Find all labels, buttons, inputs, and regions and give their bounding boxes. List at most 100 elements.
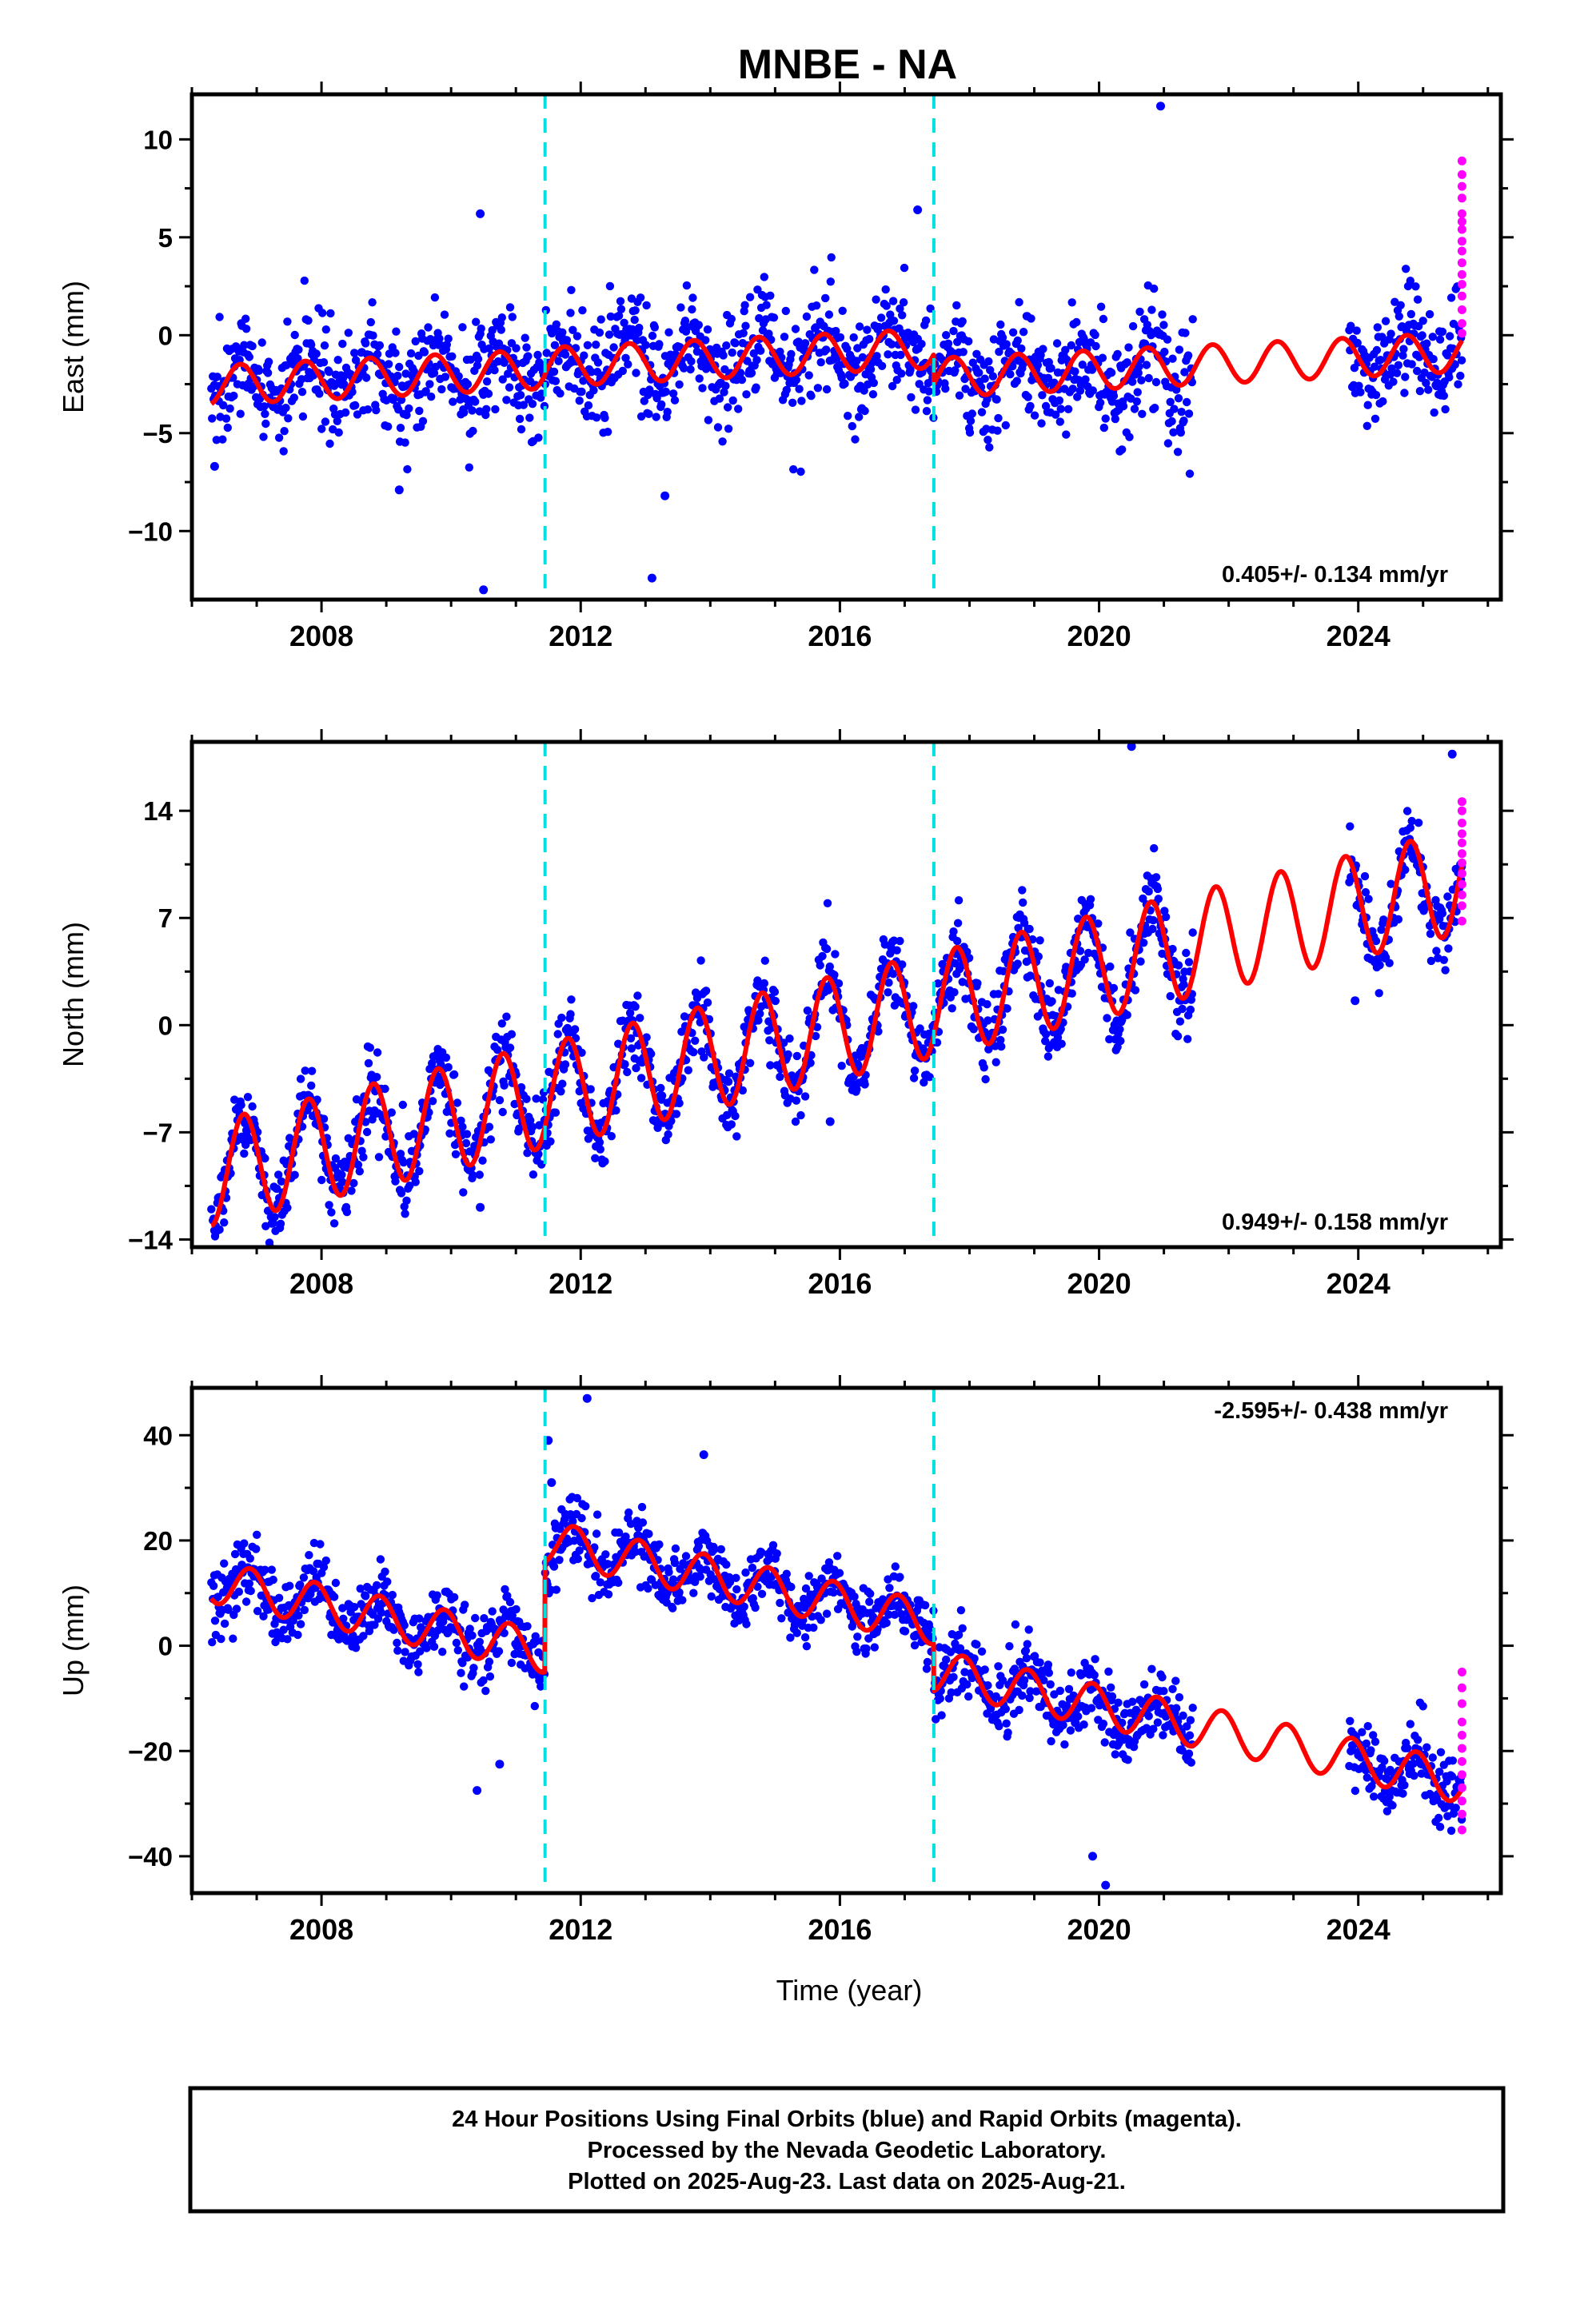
- footer-box: 24 Hour Positions Using Final Orbits (bl…: [188, 2086, 1506, 2214]
- final-orbit-point: [920, 1078, 928, 1087]
- final-orbit-point: [1091, 1655, 1099, 1664]
- final-orbit-point: [389, 1625, 398, 1634]
- final-orbit-point: [425, 380, 434, 389]
- final-orbit-point: [942, 331, 951, 340]
- final-orbit-point: [840, 379, 849, 389]
- final-orbit-point: [301, 1066, 309, 1075]
- final-orbit-point: [351, 1644, 361, 1652]
- rapid-orbit-point: [1457, 246, 1466, 256]
- final-orbit-point: [703, 325, 712, 334]
- final-orbit-point: [1109, 392, 1119, 401]
- final-orbit-point: [473, 354, 483, 364]
- final-orbit-point: [331, 1578, 341, 1588]
- final-orbit-point: [359, 1153, 368, 1162]
- final-orbit-point: [596, 1578, 604, 1587]
- final-orbit-point: [413, 1660, 422, 1668]
- final-orbit-point: [269, 1575, 277, 1585]
- final-orbit-point: [561, 1060, 570, 1069]
- final-orbit-point: [844, 412, 852, 421]
- final-orbit-outlier: [479, 585, 489, 595]
- final-orbit-point: [1019, 898, 1027, 907]
- final-orbit-point: [502, 1012, 511, 1021]
- footer-line-2: Processed by the Nevada Geodetic Laborat…: [588, 2138, 1107, 2163]
- final-orbit-point: [1386, 879, 1395, 888]
- final-orbit-point: [241, 325, 251, 333]
- final-orbit-point: [401, 438, 409, 447]
- final-orbit-point: [803, 1006, 812, 1015]
- final-orbit-point: [998, 333, 1007, 342]
- final-orbit-point: [259, 1612, 268, 1621]
- final-orbit-point: [441, 1053, 451, 1062]
- final-orbit-point: [556, 1525, 565, 1533]
- final-orbit-point: [369, 331, 377, 340]
- final-orbit-point: [944, 339, 953, 348]
- x-axis-label: Time (year): [776, 1974, 923, 2007]
- final-orbit-point: [1107, 369, 1116, 377]
- final-orbit-point: [977, 1647, 987, 1656]
- final-orbit-point: [756, 1009, 764, 1018]
- final-orbit-point: [1056, 405, 1065, 413]
- final-orbit-point: [991, 1058, 1000, 1066]
- final-orbit-point: [1434, 1813, 1443, 1823]
- final-orbit-point: [1075, 947, 1085, 955]
- final-orbit-point: [1126, 928, 1135, 937]
- final-orbit-point: [409, 367, 418, 376]
- final-orbit-point: [849, 333, 858, 342]
- final-orbit-point: [616, 297, 625, 305]
- final-orbit-point: [1372, 345, 1382, 355]
- final-orbit-point: [707, 1592, 716, 1601]
- final-orbit-point: [245, 1554, 254, 1563]
- final-orbit-point: [373, 1581, 381, 1590]
- final-orbit-point: [728, 348, 736, 357]
- final-orbit-point: [215, 1225, 224, 1234]
- final-orbit-point: [652, 413, 660, 421]
- final-orbit-point: [818, 951, 827, 961]
- final-orbit-point: [898, 311, 907, 320]
- final-orbit-point: [1128, 377, 1137, 386]
- final-orbit-point: [522, 343, 531, 352]
- final-orbit-point: [1151, 873, 1161, 882]
- final-orbit-point: [1128, 321, 1138, 331]
- final-orbit-point: [1363, 421, 1372, 430]
- final-orbit-point: [409, 1130, 418, 1138]
- final-orbit-point: [1135, 307, 1144, 317]
- final-orbit-point: [428, 1058, 437, 1068]
- final-orbit-outlier: [495, 1760, 505, 1769]
- final-orbit-point: [1187, 1758, 1196, 1767]
- rapid-orbit-point: [1457, 269, 1466, 279]
- final-orbit-point: [347, 1186, 356, 1195]
- final-orbit-point: [595, 328, 604, 337]
- final-orbit-point: [208, 1638, 217, 1647]
- final-orbit-point: [1184, 1749, 1194, 1758]
- final-orbit-point: [1363, 401, 1372, 409]
- final-orbit-point: [384, 360, 393, 369]
- final-orbit-point: [782, 385, 791, 394]
- final-orbit-point: [524, 352, 533, 361]
- final-orbit-point: [403, 464, 412, 474]
- rapid-orbit-point: [1457, 819, 1466, 827]
- x-tick-label: 2012: [549, 620, 612, 652]
- final-orbit-point: [949, 1672, 958, 1681]
- final-orbit-point: [240, 1149, 249, 1158]
- final-orbit-point: [402, 1196, 411, 1206]
- final-orbit-point: [225, 404, 234, 413]
- final-orbit-point: [1413, 295, 1422, 304]
- final-orbit-point: [210, 1616, 220, 1625]
- panel-frame-east: [190, 92, 1503, 602]
- final-orbit-point: [1046, 1680, 1055, 1689]
- final-orbit-point: [261, 1565, 269, 1574]
- final-orbit-point: [964, 1692, 973, 1701]
- final-orbit-point: [1166, 397, 1175, 406]
- final-orbit-point: [552, 320, 561, 329]
- x-tick-label: 2012: [549, 1913, 612, 1946]
- final-orbit-point: [694, 321, 703, 329]
- final-orbit-point: [907, 393, 916, 402]
- final-orbit-point: [644, 1584, 652, 1593]
- final-orbit-point: [451, 1150, 461, 1159]
- final-orbit-point: [270, 1213, 279, 1222]
- final-orbit-point: [784, 1050, 792, 1059]
- final-orbit-outlier: [1351, 996, 1360, 1006]
- final-orbit-point: [606, 312, 615, 321]
- x-tick-label: 2008: [289, 620, 353, 652]
